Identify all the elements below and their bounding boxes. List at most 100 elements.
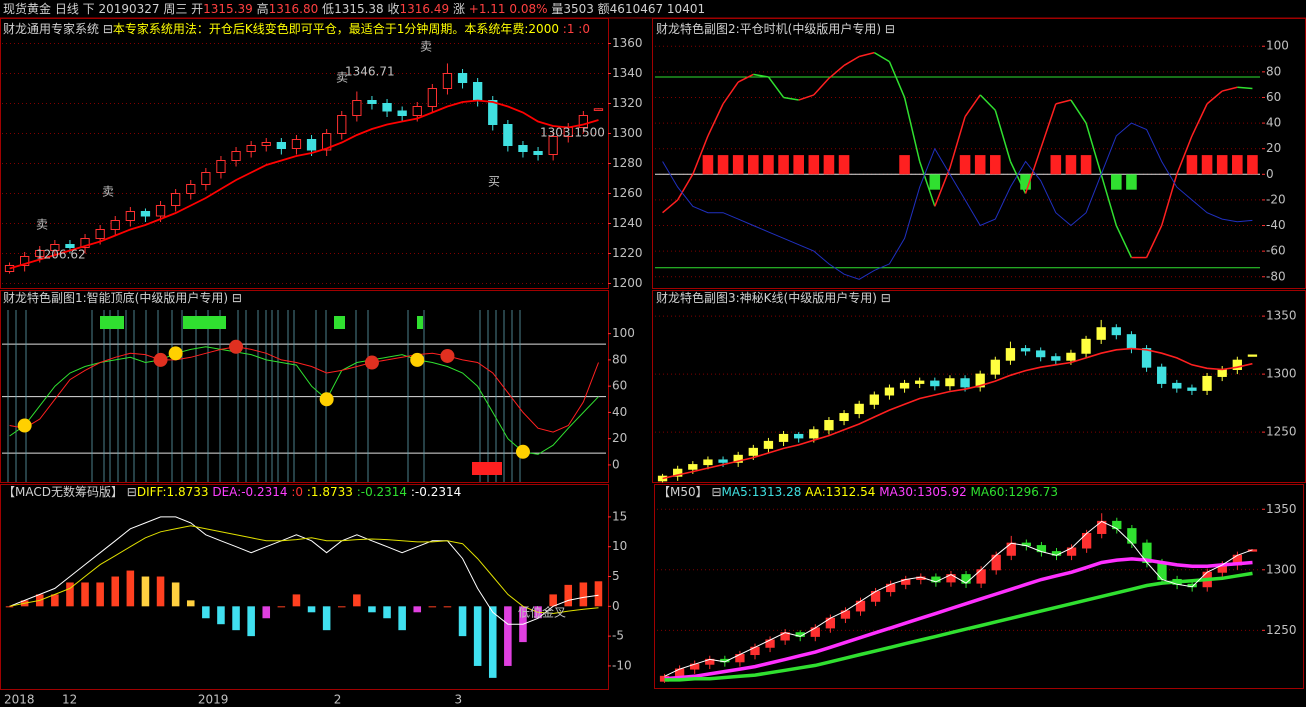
- candle-body: [930, 380, 940, 387]
- text-part: 【MACD无数筹码版】 ⊟: [3, 484, 137, 499]
- signal-block: [1126, 174, 1137, 190]
- y-tick-label: 100: [1266, 39, 1289, 53]
- candle-body: [50, 244, 60, 251]
- candle-body: [748, 447, 758, 456]
- series-segment: [798, 94, 815, 101]
- candle-body: [140, 211, 151, 217]
- series-line: [664, 520, 1253, 677]
- candle-body: [80, 238, 90, 248]
- signal-block: [702, 155, 714, 175]
- text-part: MA30:1305.92: [879, 485, 970, 499]
- y-tick-label: 1300: [1266, 367, 1297, 381]
- candle-body: [1126, 334, 1137, 350]
- candle-body: [1066, 352, 1076, 361]
- histogram-bar: [51, 594, 59, 607]
- text-part: 财龙通用专家系统 ⊟: [3, 21, 113, 36]
- text-part: 1315.38: [334, 2, 384, 16]
- panel-title: 财龙特色副图3:神秘K线(中级版用户专用) ⊟: [656, 290, 891, 305]
- histogram-bar: [247, 606, 255, 637]
- y-tick-label: 80: [612, 352, 627, 366]
- signal-block: [1050, 155, 1062, 175]
- candle-body: [1157, 366, 1167, 384]
- histogram-bar: [5, 606, 14, 608]
- candle-body: [352, 100, 362, 116]
- text-part: 财龙特色副图1:智能顶底(中级版用户专用) ⊟: [3, 290, 242, 305]
- candle-body: [1051, 356, 1061, 361]
- histogram-bar: [504, 606, 512, 666]
- series-line: [664, 557, 1253, 681]
- series-line: [9, 525, 599, 615]
- histogram-bar: [156, 576, 165, 607]
- y-tick-label: 1260: [612, 186, 643, 200]
- candle-body: [578, 115, 589, 128]
- signal-block: [838, 155, 850, 175]
- series-segment: [903, 97, 921, 162]
- panel-frame: [0, 18, 609, 289]
- y-tick-label: 1350: [1266, 502, 1297, 516]
- candle-body: [291, 139, 302, 149]
- quote-header: 现货黄金 日线 下 20190327 周三 开1315.39 高1316.80 …: [3, 1, 705, 16]
- candle-body: [854, 403, 864, 415]
- y-tick-label: 10: [612, 539, 627, 553]
- histogram-bar: [564, 584, 573, 607]
- panel-title: 【M50】 ⊟MA5:1313.28 AA:1312.54 MA30:1305.…: [658, 485, 1058, 499]
- candle-body: [899, 382, 910, 389]
- y-tick-label: 15: [612, 509, 627, 523]
- candle-body: [412, 106, 422, 116]
- candle-body: [703, 459, 713, 466]
- histogram-bar: [141, 576, 150, 607]
- y-tick-label: 40: [612, 405, 627, 419]
- text-part: :-0.2314: [357, 485, 411, 499]
- candle-body: [186, 184, 196, 194]
- y-tick-label: 1320: [612, 96, 643, 110]
- text-part: 财龙特色副图3:神秘K线(中级版用户专用) ⊟: [656, 290, 891, 305]
- series-segment: [692, 135, 709, 175]
- candle-body: [201, 172, 211, 185]
- histogram-bar: [66, 582, 74, 607]
- series-segment: [677, 173, 694, 201]
- series-segment: [722, 81, 739, 105]
- histogram-bar: [488, 606, 497, 678]
- text-part: 本专家系统用法：开仓后K线变色即可平仓，最适合于1分钟周期。本系统年费:2000: [113, 21, 563, 36]
- y-tick-label: 1250: [1266, 623, 1297, 637]
- text-part: +1.11 0.08%: [469, 2, 548, 16]
- histogram-bar: [292, 594, 301, 607]
- y-tick-label: 1200: [612, 276, 643, 290]
- histogram-bar: [126, 570, 135, 607]
- signal-dot: [153, 352, 168, 367]
- series-segment: [1237, 86, 1253, 90]
- y-tick-label: 100: [612, 326, 635, 340]
- candle-body: [548, 136, 558, 155]
- text-part: 涨: [449, 1, 469, 16]
- candle-body: [472, 82, 483, 101]
- signal-block: [990, 155, 1001, 175]
- signal-dot: [168, 346, 183, 361]
- series-segment: [859, 51, 875, 58]
- x-tick-label: 2019: [198, 693, 229, 707]
- histogram-bar: [307, 606, 316, 613]
- panel-title: 【MACD无数筹码版】 ⊟DIFF:1.8733 DEA:-0.2314 :0 …: [3, 484, 461, 499]
- candle-body: [382, 103, 392, 112]
- series-line: [662, 122, 1253, 280]
- candle-body: [884, 387, 895, 396]
- y-tick-label: 1280: [612, 156, 643, 170]
- histogram-bar: [353, 594, 361, 607]
- series-segment: [918, 161, 936, 207]
- histogram-bar: [186, 600, 195, 607]
- series-segment: [813, 77, 830, 96]
- histogram-bar: [579, 582, 588, 607]
- annotation: 卖: [336, 71, 348, 85]
- candle-body: [125, 211, 136, 221]
- text-part: AA:1312.54: [805, 485, 879, 499]
- y-tick-label: 0: [612, 457, 620, 471]
- histogram-bar: [337, 606, 346, 608]
- text-part: 1316.49: [400, 2, 450, 16]
- series-segment: [1100, 174, 1118, 226]
- candle-body: [4, 265, 15, 272]
- candle-body: [231, 151, 241, 161]
- histogram-bar: [322, 606, 331, 631]
- histogram-bar: [368, 606, 376, 613]
- signal-block: [974, 155, 986, 175]
- y-tick-label: 1340: [612, 66, 643, 80]
